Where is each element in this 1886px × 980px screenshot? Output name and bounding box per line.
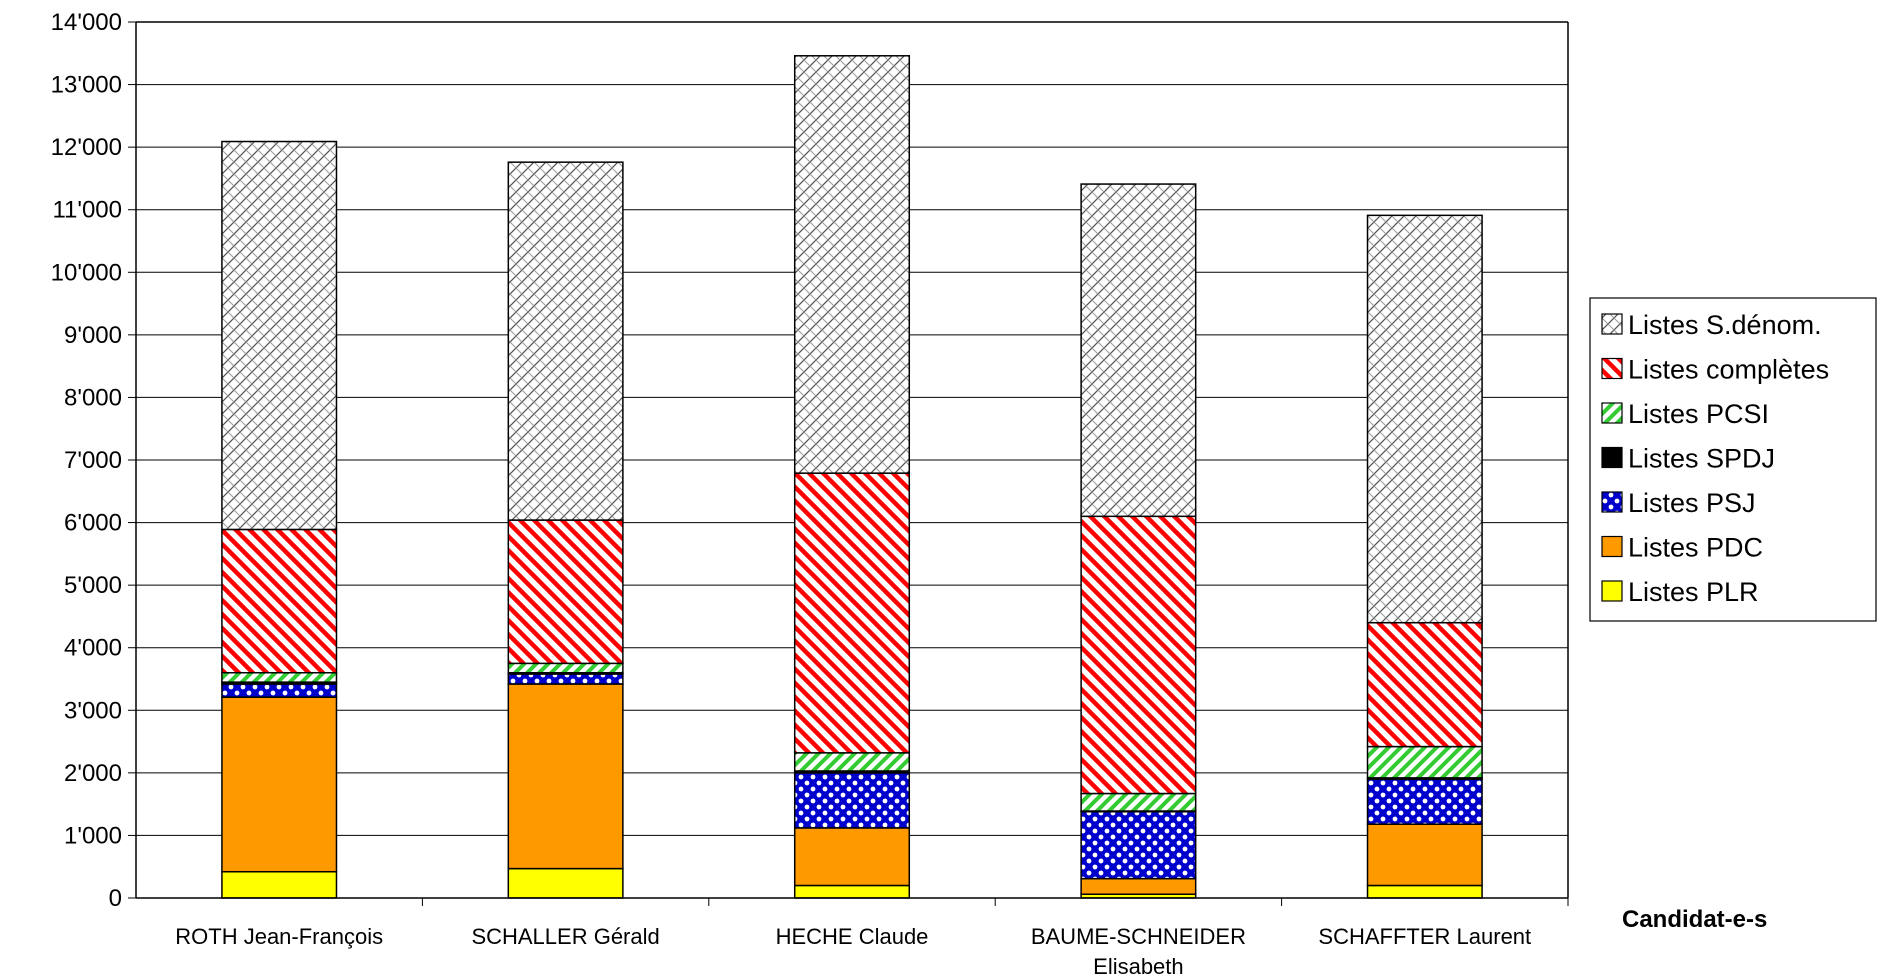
y-tick-label: 14'000 — [51, 9, 122, 36]
bar-segment — [507, 683, 624, 870]
bar-segment — [1080, 810, 1197, 880]
y-tick-label: 9'000 — [64, 322, 122, 349]
bar-segment — [1080, 877, 1197, 895]
y-tick-label: 3'000 — [64, 697, 122, 724]
legend-swatch — [1601, 491, 1623, 513]
y-tick-label: 0 — [109, 885, 122, 912]
bar-segment — [1080, 515, 1197, 795]
bar-segment — [1366, 621, 1483, 748]
legend-label: Listes S.dénom. — [1628, 310, 1822, 340]
y-tick-label: 8'000 — [64, 384, 122, 411]
legend-box — [1589, 297, 1877, 622]
axes — [135, 21, 1569, 906]
bar-segment — [793, 772, 911, 829]
category-label: BAUME-SCHNEIDER — [1031, 924, 1246, 949]
bar-segment — [221, 870, 338, 899]
bar-segment — [507, 662, 624, 674]
legend-swatch — [1601, 446, 1623, 469]
bar-segment — [507, 673, 624, 685]
y-tick-label: 7'000 — [64, 447, 122, 474]
y-tick-label: 12'000 — [51, 134, 122, 161]
y-tick-label: 10'000 — [51, 259, 122, 286]
category-label: HECHE Claude — [776, 924, 929, 949]
bar-segment — [793, 472, 911, 754]
legend-label: Listes complètes — [1628, 355, 1829, 385]
bar-segment — [507, 161, 624, 521]
bar-segment — [1366, 214, 1483, 624]
category-label: SCHALLER Gérald — [471, 924, 659, 949]
y-tick-label: 4'000 — [64, 635, 122, 662]
y-tick-label: 11'000 — [52, 197, 122, 224]
bar-segment — [1080, 183, 1197, 518]
y-tick-label: 1'000 — [64, 822, 122, 849]
legend-swatch — [1601, 580, 1623, 602]
y-tick-label: 13'000 — [51, 72, 122, 99]
bar-segment — [793, 752, 911, 772]
bar-segment — [1080, 792, 1197, 812]
bar-segment — [793, 55, 911, 474]
y-tick-labels: 0 1'000 2'000 3'000 4'000 5'000 6'000 7'000 8'00… — [51, 9, 122, 912]
bar-segment — [507, 519, 624, 665]
legend: Listes S.dénom. Listes complètes Listes PC… — [1589, 297, 1877, 622]
legend-label: Listes PDC — [1628, 533, 1763, 563]
x-axis-title: Candidat-e-s — [1622, 906, 1767, 933]
bar-segment — [221, 696, 338, 873]
y-tick-label: 2'000 — [64, 760, 122, 787]
legend-label: Listes PCSI — [1628, 399, 1769, 429]
bar-segment — [1366, 745, 1483, 779]
legend-label: Listes PLR — [1628, 577, 1759, 607]
y-tick-label: 6'000 — [64, 510, 122, 537]
bar-segment — [221, 528, 338, 674]
legend-swatch — [1601, 313, 1623, 335]
bar-segment — [1366, 884, 1483, 899]
category-label: Elisabeth — [1093, 954, 1184, 979]
bar-segment — [221, 683, 338, 698]
bar-segment — [793, 884, 911, 899]
legend-label: Listes SPDJ — [1628, 444, 1775, 474]
bar-segment — [793, 827, 911, 887]
bar-segment — [1366, 778, 1483, 825]
legend-label: Listes PSJ — [1628, 488, 1756, 518]
bar-segment — [1366, 823, 1483, 887]
legend-swatch — [1601, 357, 1623, 380]
legend-swatch — [1601, 535, 1623, 558]
category-label: SCHAFFTER Laurent — [1318, 924, 1531, 949]
bars — [221, 55, 1483, 899]
category-labels: ROTH Jean-François SCHALLER Gérald HECHE C… — [175, 924, 1531, 979]
category-label: ROTH Jean-François — [175, 924, 383, 949]
bar-segment — [507, 867, 624, 899]
bar-segment — [221, 671, 338, 683]
legend-swatch — [1601, 402, 1623, 424]
bar-segment — [221, 140, 338, 531]
y-tick-label: 5'000 — [64, 572, 122, 599]
